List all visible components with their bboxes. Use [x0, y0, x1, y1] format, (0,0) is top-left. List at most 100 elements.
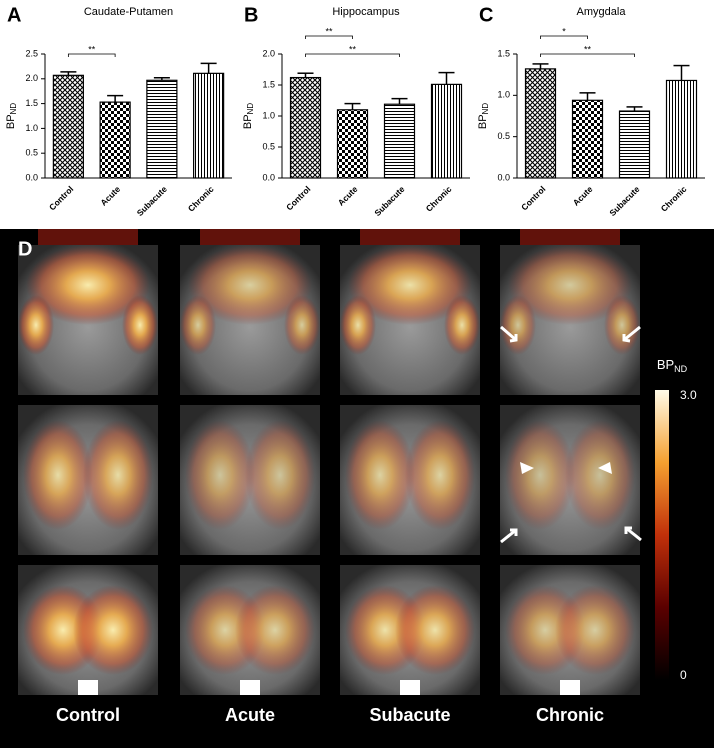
bar [665, 79, 698, 179]
uptake [555, 585, 635, 675]
uptake [604, 295, 640, 355]
arrowheads [520, 462, 612, 474]
bar [430, 83, 463, 179]
colorbar-tick-label: 0 [680, 668, 687, 682]
panel-label: C [479, 4, 493, 26]
panel-label: A [7, 4, 21, 26]
uptake-top [360, 229, 460, 245]
image-artifact [240, 680, 260, 695]
bar [524, 68, 557, 179]
y-tick-label: 1.0 [497, 90, 510, 100]
uptake [23, 420, 93, 530]
chart-title: Amygdala [577, 6, 627, 18]
bar [618, 110, 651, 179]
x-tick-label: Control [519, 184, 547, 212]
significance-bracket [67, 53, 116, 57]
colorbar-tick-label: 3.0 [680, 388, 697, 402]
uptake [348, 245, 472, 325]
y-tick-label: 1.0 [262, 110, 275, 120]
significance-bracket [305, 53, 400, 57]
significance-label: * [562, 26, 566, 36]
y-tick-label: 0.5 [262, 141, 275, 151]
uptake [405, 420, 475, 530]
x-tick-label: Acute [98, 184, 122, 208]
y-axis-label-main: BP [5, 114, 17, 129]
uptake [26, 245, 150, 325]
x-tick-label: Acute [571, 184, 595, 208]
x-tick-label: Subacute [372, 184, 406, 218]
uptake [444, 295, 480, 355]
y-axis-label-sub: ND [9, 103, 18, 115]
y-tick-label: 0.0 [497, 172, 510, 182]
x-tick-label: Acute [336, 184, 360, 208]
uptake [565, 420, 635, 530]
arrows [500, 325, 642, 544]
column-label: Control [56, 705, 120, 725]
y-tick-label: 0.0 [25, 172, 38, 182]
x-tick-label: Subacute [607, 184, 641, 218]
uptake [185, 420, 255, 530]
column-label: Subacute [369, 705, 450, 725]
uptake [180, 295, 216, 355]
x-tick-label: Chronic [659, 184, 689, 214]
uptake-top [200, 229, 300, 245]
uptake [340, 295, 376, 355]
significance-label: ** [325, 26, 333, 36]
uptake [73, 585, 153, 675]
bar [289, 76, 322, 179]
colorbar-title-sub: ND [674, 364, 687, 374]
colorbar-title: BPND [657, 357, 688, 374]
y-tick-label: 0.5 [497, 131, 510, 141]
image-artifact [560, 680, 580, 695]
y-tick-label: 0.0 [262, 172, 275, 182]
uptake [505, 420, 575, 530]
significance-label: ** [584, 44, 592, 54]
image-artifact [78, 680, 98, 695]
y-tick-label: 1.5 [497, 48, 510, 58]
uptake [188, 245, 312, 325]
significance-bracket [305, 35, 353, 39]
y-tick-label: 2.0 [262, 48, 275, 58]
colorbar-title-main: BP [657, 357, 674, 372]
uptake [245, 420, 315, 530]
uptake [284, 295, 320, 355]
bar [146, 79, 178, 179]
bar [571, 99, 604, 179]
x-tick-label: Subacute [135, 184, 169, 218]
uptake [345, 420, 415, 530]
y-axis-label-sub: ND [481, 103, 490, 115]
uptake [395, 585, 475, 675]
colorbar [655, 390, 669, 680]
x-tick-label: Chronic [186, 184, 216, 214]
uptake [18, 295, 54, 355]
y-axis-label-main: BP [477, 114, 489, 129]
y-axis-label: BPND [477, 103, 490, 129]
uptake-top [38, 229, 138, 245]
uptake [508, 245, 632, 325]
bar [336, 109, 369, 179]
y-tick-label: 1.0 [25, 123, 38, 133]
column-label: Chronic [536, 705, 604, 725]
image-artifact [400, 680, 420, 695]
uptake [235, 585, 315, 675]
bar [52, 74, 84, 179]
x-tick-label: Control [47, 184, 75, 212]
panel-label: B [244, 4, 258, 26]
uptake-top [520, 229, 620, 245]
chart-title: Caudate-Putamen [84, 6, 173, 18]
y-tick-label: 1.5 [25, 98, 38, 108]
y-tick-label: 2.5 [25, 48, 38, 58]
significance-label: ** [349, 44, 357, 54]
chart-title: Hippocampus [332, 6, 400, 18]
y-axis-label-main: BP [242, 114, 254, 129]
uptake [83, 420, 153, 530]
significance-bracket [540, 53, 635, 57]
column-label: Acute [225, 705, 275, 725]
y-tick-label: 1.5 [262, 79, 275, 89]
significance-bracket [540, 35, 588, 39]
y-axis-label: BPND [242, 103, 255, 129]
bar [383, 103, 416, 179]
x-tick-label: Chronic [424, 184, 454, 214]
uptake [500, 295, 536, 355]
